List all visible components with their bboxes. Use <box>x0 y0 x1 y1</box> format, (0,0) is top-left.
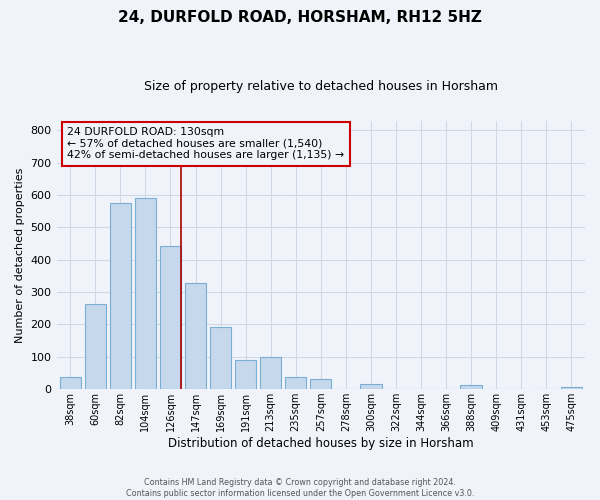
Bar <box>85 304 106 389</box>
Bar <box>110 203 131 389</box>
Bar <box>185 283 206 389</box>
Title: Size of property relative to detached houses in Horsham: Size of property relative to detached ho… <box>144 80 498 93</box>
Bar <box>210 326 231 389</box>
Bar <box>360 384 382 389</box>
Bar <box>310 379 331 389</box>
Bar <box>59 377 81 389</box>
Bar <box>460 386 482 389</box>
Y-axis label: Number of detached properties: Number of detached properties <box>15 167 25 342</box>
Text: 24, DURFOLD ROAD, HORSHAM, RH12 5HZ: 24, DURFOLD ROAD, HORSHAM, RH12 5HZ <box>118 10 482 25</box>
X-axis label: Distribution of detached houses by size in Horsham: Distribution of detached houses by size … <box>168 437 473 450</box>
Bar <box>285 377 307 389</box>
Bar <box>260 357 281 389</box>
Bar <box>235 360 256 389</box>
Bar <box>135 198 156 389</box>
Bar <box>560 386 582 389</box>
Bar <box>160 246 181 389</box>
Text: 24 DURFOLD ROAD: 130sqm
← 57% of detached houses are smaller (1,540)
42% of semi: 24 DURFOLD ROAD: 130sqm ← 57% of detache… <box>67 128 344 160</box>
Text: Contains HM Land Registry data © Crown copyright and database right 2024.
Contai: Contains HM Land Registry data © Crown c… <box>126 478 474 498</box>
